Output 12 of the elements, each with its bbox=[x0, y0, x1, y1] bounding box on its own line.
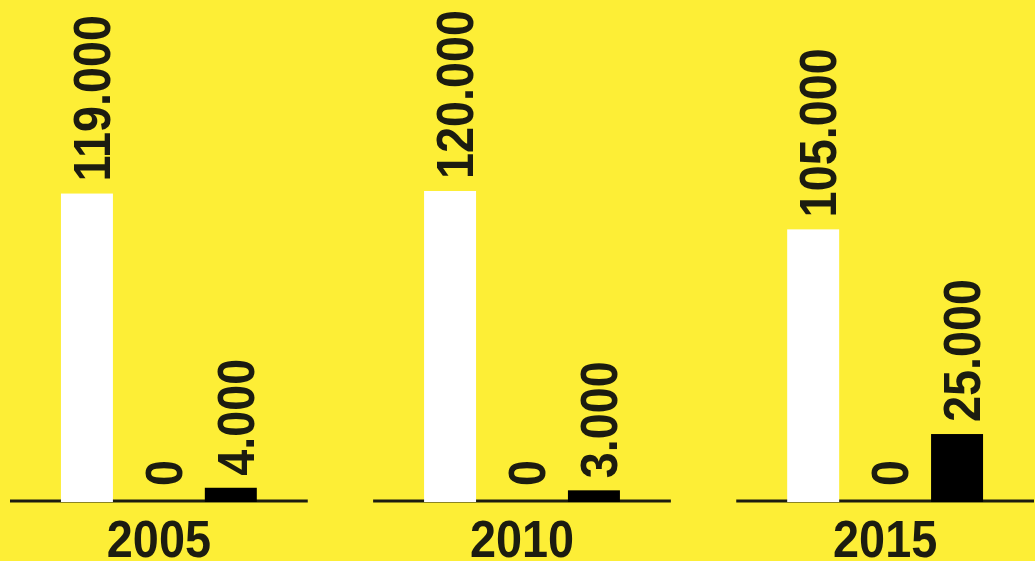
data-label: 120.000 bbox=[425, 9, 484, 179]
data-label: 105.000 bbox=[788, 48, 847, 218]
x-tick-label: 2005 bbox=[106, 509, 211, 561]
data-label: 0 bbox=[134, 459, 193, 486]
data-label: 3.000 bbox=[569, 361, 628, 479]
data-label: 0 bbox=[860, 459, 919, 486]
data-label: 25.000 bbox=[932, 278, 991, 423]
data-label: 4.000 bbox=[206, 358, 265, 476]
x-tick-label: 2015 bbox=[833, 509, 938, 561]
data-label: 0 bbox=[497, 459, 556, 486]
x-tick-label: 2010 bbox=[469, 509, 575, 561]
data-label: 119.000 bbox=[62, 15, 121, 182]
